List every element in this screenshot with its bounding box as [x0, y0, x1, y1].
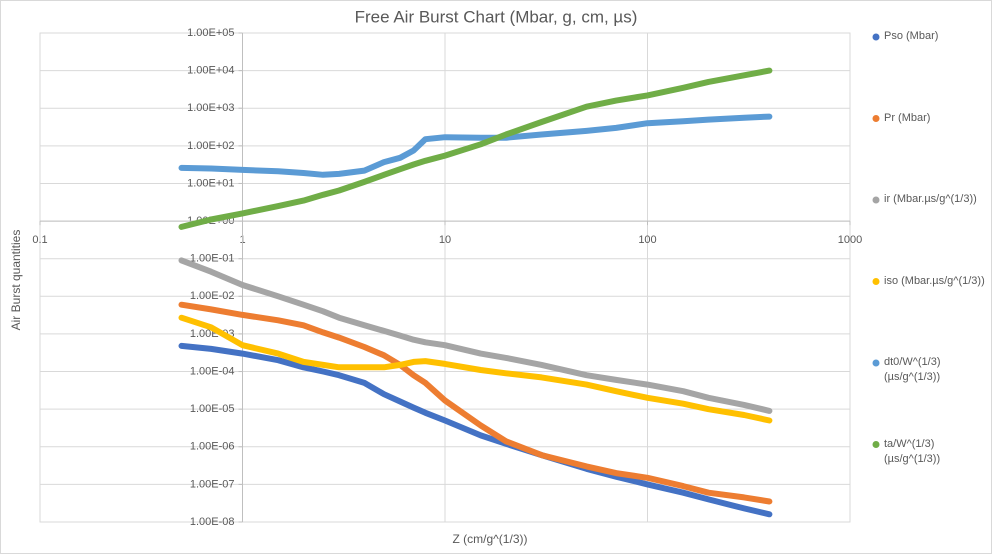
legend-label: ir (Mbar.µs/g^(1/3))	[884, 193, 977, 205]
legend-marker	[872, 196, 880, 204]
legend-label: dt0/W^(1/3) (µs/g^(1/3))	[884, 356, 941, 383]
y-tick-label: 1.00E+04	[187, 65, 234, 77]
y-tick-label: 1.00E-07	[190, 478, 235, 490]
series-line	[178, 257, 773, 414]
x-tick-label: 1000	[838, 234, 862, 246]
legend-marker	[872, 115, 880, 122]
y-tick-label: 1.00E-05	[190, 403, 235, 415]
y-tick-label: 1.00E-08	[190, 516, 235, 528]
y-axis-title: Air Burst quantities	[9, 230, 23, 331]
chart-title: Free Air Burst Chart (Mbar, g, cm, µs)	[355, 7, 638, 26]
series-line	[178, 301, 773, 505]
legend-marker	[872, 33, 880, 41]
legend-label: iso (Mbar.µs/g^(1/3))	[884, 274, 985, 287]
legend-marker	[872, 278, 880, 285]
y-tick-label: 1.00E-01	[190, 253, 235, 265]
x-tick-label: 0.1	[32, 234, 47, 246]
y-tick-label: 1.00E+02	[187, 140, 234, 152]
series-line	[178, 113, 773, 178]
legend-label: ta/W^(1/3) (µs/g^(1/3))	[884, 437, 941, 465]
legend-marker	[872, 441, 880, 448]
y-tick-label: 1.00E-02	[190, 290, 235, 302]
x-tick-label: 100	[638, 234, 656, 246]
x-tick-label: 10	[439, 234, 451, 246]
y-tick-label: 1.00E-04	[190, 365, 235, 377]
series-line	[178, 67, 773, 230]
legend-label: Pr (Mbar)	[884, 111, 931, 124]
series-line	[178, 314, 773, 424]
y-tick-label: 1.00E+05	[187, 27, 234, 39]
y-tick-label: 1.00E-06	[190, 441, 235, 453]
series-line	[178, 342, 773, 518]
y-tick-label: 1.00E+01	[187, 177, 234, 189]
legend-marker	[872, 359, 880, 367]
x-axis-title: Z (cm/g^(1/3))	[453, 532, 528, 546]
legend-label: Pso (Mbar)	[884, 30, 939, 42]
y-tick-label: 1.00E+03	[187, 102, 234, 114]
